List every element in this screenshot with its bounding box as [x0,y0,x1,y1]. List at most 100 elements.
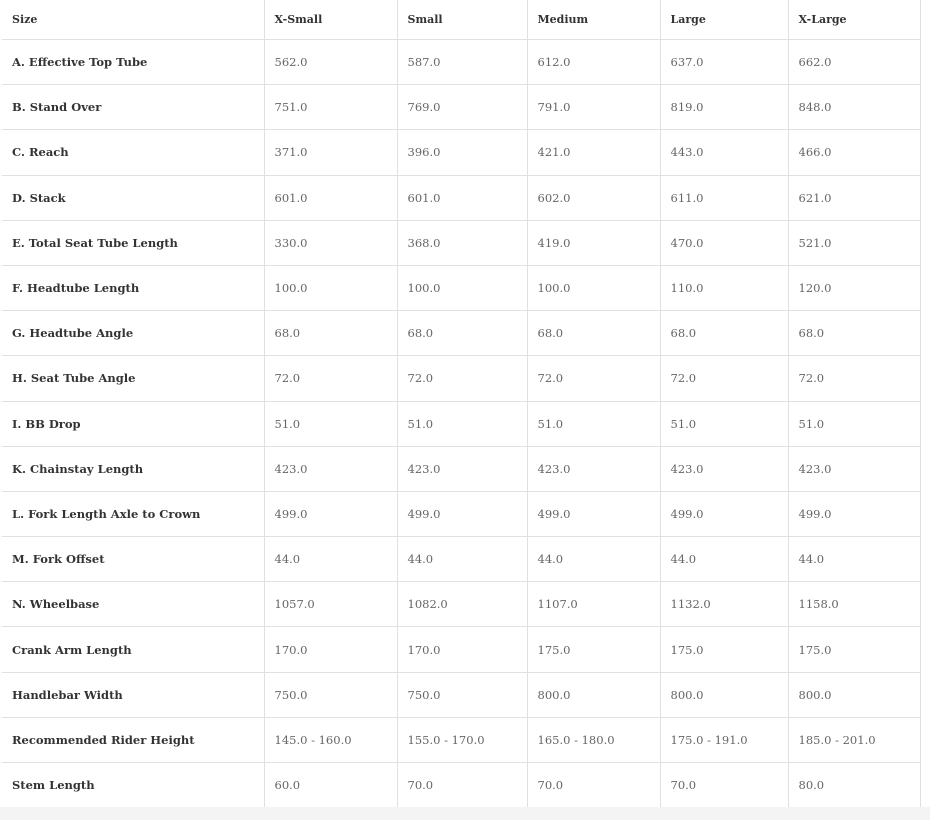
cell: 68.0 [787,310,921,357]
table-row: K. Chainstay Length 423.0 423.0 423.0 423.0 4… [2,446,921,492]
cell: 499.0 [396,491,527,538]
cell: 637.0 [659,39,788,86]
cell: 155.0 - 170.0 [396,717,527,764]
cell: 80.0 [787,762,921,809]
cell: 602.0 [526,175,660,221]
table-row: Recommended Rider Height 145.0 - 160.0 155… [2,717,921,764]
cell: 368.0 [396,220,527,266]
cell: 662.0 [787,39,921,86]
cell: 72.0 [659,355,788,402]
cell: 51.0 [263,401,397,447]
cell: 68.0 [396,310,527,357]
cell: 396.0 [396,129,527,176]
cell: 521.0 [787,220,921,266]
cell: 175.0 [659,626,788,673]
column-header: X-Large [787,0,921,40]
cell: 72.0 [787,355,921,402]
cell: 120.0 [787,265,921,312]
cell: 423.0 [659,446,788,492]
cell: 145.0 - 160.0 [263,717,397,764]
cell: 60.0 [263,762,397,809]
cell: 750.0 [263,672,397,718]
geometry-table: Size X-Small Small Medium Large X-Large A. Ef… [2,0,921,809]
cell: 44.0 [396,536,527,583]
footer-strip [0,807,930,820]
cell: 499.0 [263,491,397,538]
row-label: A. Effective Top Tube [2,39,264,86]
cell: 68.0 [659,310,788,357]
cell: 330.0 [263,220,397,266]
column-header: Small [396,0,527,40]
cell: 423.0 [787,446,921,492]
table-row: Handlebar Width 750.0 750.0 800.0 800.0 800.0 [2,672,921,718]
cell: 110.0 [659,265,788,312]
cell: 175.0 [526,626,660,673]
table-body: A. Effective Top Tube 562.0 587.0 612.0 637.… [2,39,921,809]
row-label: M. Fork Offset [2,536,264,583]
cell: 44.0 [526,536,660,583]
cell: 51.0 [659,401,788,447]
table-row: E. Total Seat Tube Length 330.0 368.0 419.0… [2,220,921,266]
table-row: L. Fork Length Axle to Crown 499.0 499.0 49… [2,491,921,538]
cell: 175.0 [787,626,921,673]
cell: 751.0 [263,84,397,131]
cell: 170.0 [263,626,397,673]
cell: 423.0 [526,446,660,492]
cell: 51.0 [787,401,921,447]
row-label: L. Fork Length Axle to Crown [2,491,264,538]
cell: 499.0 [787,491,921,538]
row-label: E. Total Seat Tube Length [2,220,264,266]
cell: 499.0 [659,491,788,538]
table-row: C. Reach 371.0 396.0 421.0 443.0 466.0 [2,129,921,176]
row-label: Crank Arm Length [2,626,264,673]
cell: 769.0 [396,84,527,131]
row-label: B. Stand Over [2,84,264,131]
row-label: H. Seat Tube Angle [2,355,264,402]
cell: 72.0 [263,355,397,402]
cell: 601.0 [263,175,397,221]
row-label: D. Stack [2,175,264,221]
cell: 185.0 - 201.0 [787,717,921,764]
cell: 44.0 [787,536,921,583]
table-row: A. Effective Top Tube 562.0 587.0 612.0 637.… [2,39,921,86]
cell: 562.0 [263,39,397,86]
table-row: B. Stand Over 751.0 769.0 791.0 819.0 848.0 [2,84,921,131]
cell: 423.0 [263,446,397,492]
cell: 371.0 [263,129,397,176]
cell: 800.0 [659,672,788,718]
cell: 601.0 [396,175,527,221]
cell: 848.0 [787,84,921,131]
header-row: Size X-Small Small Medium Large X-Large [2,0,921,40]
cell: 611.0 [659,175,788,221]
cell: 44.0 [263,536,397,583]
cell: 1057.0 [263,581,397,628]
row-label: Stem Length [2,762,264,809]
cell: 70.0 [659,762,788,809]
cell: 421.0 [526,129,660,176]
table-row: Crank Arm Length 170.0 170.0 175.0 175.0 175.… [2,626,921,673]
table-row: F. Headtube Length 100.0 100.0 100.0 110.0 12… [2,265,921,312]
cell: 72.0 [526,355,660,402]
cell: 51.0 [526,401,660,447]
cell: 70.0 [526,762,660,809]
row-label: G. Headtube Angle [2,310,264,357]
table-row: H. Seat Tube Angle 72.0 72.0 72.0 72.0 72.0 [2,355,921,402]
cell: 68.0 [263,310,397,357]
cell: 750.0 [396,672,527,718]
table-row: N. Wheelbase 1057.0 1082.0 1107.0 1132.0 1158… [2,581,921,628]
cell: 51.0 [396,401,527,447]
cell: 72.0 [396,355,527,402]
table-row: G. Headtube Angle 68.0 68.0 68.0 68.0 68.0 [2,310,921,357]
cell: 587.0 [396,39,527,86]
column-header: Medium [526,0,660,40]
row-label: Handlebar Width [2,672,264,718]
cell: 800.0 [526,672,660,718]
cell: 70.0 [396,762,527,809]
cell: 1158.0 [787,581,921,628]
cell: 1082.0 [396,581,527,628]
cell: 819.0 [659,84,788,131]
cell: 800.0 [787,672,921,718]
table-row: I. BB Drop 51.0 51.0 51.0 51.0 51.0 [2,401,921,447]
cell: 1107.0 [526,581,660,628]
